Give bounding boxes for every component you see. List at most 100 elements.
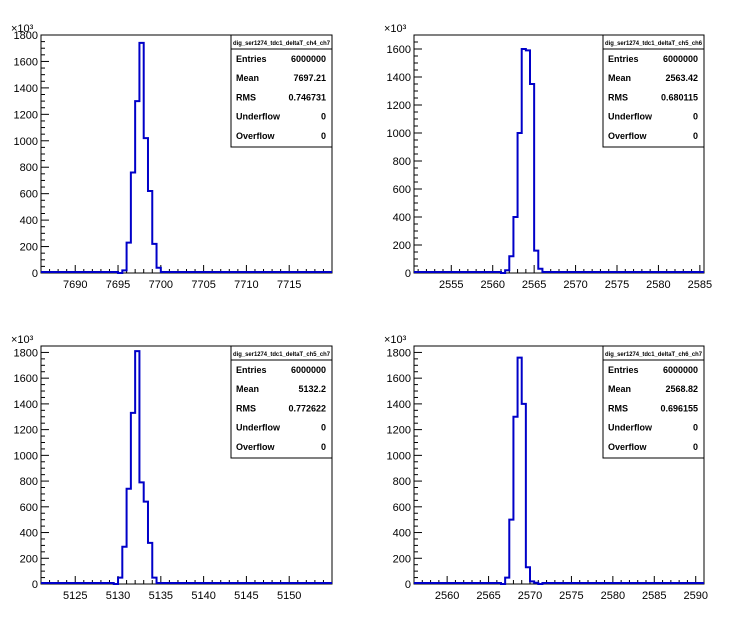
y-tick-label: 200 bbox=[393, 553, 411, 565]
stats-box-title: dig_ser1274_tdc1_deltaT_ch5_ch7 bbox=[233, 351, 330, 358]
x-tick-label: 2580 bbox=[601, 590, 625, 602]
x-tick-label: 2575 bbox=[559, 590, 583, 602]
y-tick-label: 1600 bbox=[14, 373, 38, 385]
stats-row-label: Mean bbox=[236, 73, 259, 83]
stats-box-frame bbox=[602, 345, 705, 459]
stats-row-label: Underflow bbox=[608, 423, 653, 433]
y-tick-label: 1000 bbox=[387, 128, 411, 140]
y-tick-label: 1000 bbox=[387, 450, 411, 462]
y-tick-label: 800 bbox=[20, 162, 38, 174]
stats-row-label: Underflow bbox=[236, 112, 281, 122]
x-tick-label: 7700 bbox=[149, 279, 173, 291]
histogram-bins bbox=[122, 43, 161, 273]
x-tick-label: 2575 bbox=[605, 279, 629, 291]
y-tick-label: 1800 bbox=[14, 30, 38, 42]
stats-row-value: 6000000 bbox=[291, 365, 326, 375]
y-multiplier-label: ×10³ bbox=[384, 23, 407, 35]
stats-row-label: RMS bbox=[236, 403, 256, 413]
y-tick-label: 0 bbox=[405, 268, 411, 280]
stats-row-label: Overflow bbox=[608, 131, 648, 141]
x-tick-label: 2565 bbox=[522, 279, 546, 291]
y-axis: 0 200 400 600 800 1000 1200 1400 1600 1800 bbox=[387, 345, 422, 591]
stats-row-label: Mean bbox=[236, 384, 259, 394]
stats-row-value: 0 bbox=[321, 423, 326, 433]
stats-row-value: 6000000 bbox=[663, 365, 698, 375]
y-tick-label: 1200 bbox=[14, 109, 38, 121]
stats-row-value: 0.772622 bbox=[288, 403, 326, 413]
stats-row-label: RMS bbox=[608, 403, 628, 413]
y-axis: 0 200 400 600 800 1000 1200 1400 1600 1800 bbox=[14, 30, 49, 280]
x-tick-label: 5130 bbox=[106, 590, 130, 602]
y-tick-label: 200 bbox=[20, 242, 38, 254]
y-tick-label: 1800 bbox=[387, 347, 411, 359]
x-tick-label: 2565 bbox=[476, 590, 500, 602]
stats-row-value: 0 bbox=[693, 131, 698, 141]
y-tick-label: 1600 bbox=[387, 44, 411, 56]
stats-box: dig_ser1274_tdc1_deltaT_ch6_ch7 Entries 60… bbox=[602, 345, 705, 459]
y-tick-label: 1200 bbox=[387, 425, 411, 437]
y-axis: 0 200 400 600 800 1000 1200 1400 1600 1800 bbox=[14, 345, 49, 591]
stats-row-label: Underflow bbox=[608, 112, 653, 122]
stats-row-label: Entries bbox=[236, 365, 267, 375]
stats-box: dig_ser1274_tdc1_deltaT_ch5_ch6 Entries 60… bbox=[602, 34, 705, 148]
y-multiplier-label: ×10³ bbox=[11, 334, 34, 346]
x-tick-label: 7705 bbox=[191, 279, 215, 291]
stats-box: dig_ser1274_tdc1_deltaT_ch4_ch7 Entries 60… bbox=[230, 34, 333, 148]
stats-row-value: 0 bbox=[321, 442, 326, 452]
stats-box-frame bbox=[230, 345, 333, 459]
x-tick-label: 2570 bbox=[563, 279, 587, 291]
y-tick-label: 800 bbox=[393, 156, 411, 168]
y-tick-label: 1800 bbox=[14, 347, 38, 359]
x-tick-label: 5125 bbox=[63, 590, 87, 602]
x-tick-label: 2580 bbox=[646, 279, 670, 291]
histogram-line bbox=[414, 356, 704, 585]
y-tick-label: 1400 bbox=[14, 399, 38, 411]
stats-row-label: Overflow bbox=[236, 442, 276, 452]
stats-row-value: 0 bbox=[693, 442, 698, 452]
y-multiplier-label: ×10³ bbox=[11, 23, 34, 35]
stats-row-value: 2563.42 bbox=[665, 73, 698, 83]
y-tick-label: 1400 bbox=[387, 72, 411, 84]
stats-row-value: 0.680115 bbox=[661, 92, 698, 102]
stats-box-title: dig_ser1274_tdc1_deltaT_ch4_ch7 bbox=[233, 40, 330, 47]
y-tick-label: 400 bbox=[393, 528, 411, 540]
stats-box: dig_ser1274_tdc1_deltaT_ch5_ch7 Entries 60… bbox=[230, 345, 333, 459]
y-tick-label: 1400 bbox=[14, 83, 38, 95]
y-tick-label: 200 bbox=[20, 553, 38, 565]
x-tick-label: 7715 bbox=[277, 279, 301, 291]
y-tick-label: 800 bbox=[20, 476, 38, 488]
y-tick-label: 1400 bbox=[387, 399, 411, 411]
y-tick-label: 1600 bbox=[14, 56, 38, 68]
x-tick-label: 7710 bbox=[234, 279, 258, 291]
x-tick-label: 2585 bbox=[688, 279, 712, 291]
histogram-bins bbox=[118, 351, 157, 584]
stats-row-value: 2568.82 bbox=[665, 384, 698, 394]
stats-box-title: dig_ser1274_tdc1_deltaT_ch5_ch6 bbox=[605, 40, 702, 47]
histogram-panel: 0 200 400 600 800 1000 1200 1400 1600 1800×10³ 256… bbox=[384, 334, 708, 602]
y-tick-label: 0 bbox=[405, 579, 411, 591]
histogram-bins bbox=[505, 49, 542, 273]
y-tick-label: 0 bbox=[32, 268, 38, 280]
x-tick-label: 2555 bbox=[439, 279, 463, 291]
y-tick-label: 200 bbox=[393, 240, 411, 252]
histogram-panel: 0 200 400 600 800 1000 1200 1400 1600 ×10³ 2555 256… bbox=[384, 23, 712, 291]
x-axis: 7690 7695 7700 7705 7710 7715 bbox=[40, 265, 324, 291]
stats-row-value: 0.696155 bbox=[660, 403, 698, 413]
stats-row-value: 7697.21 bbox=[293, 73, 326, 83]
x-tick-label: 5140 bbox=[191, 590, 215, 602]
x-tick-label: 5145 bbox=[234, 590, 258, 602]
stats-row-value: 0 bbox=[321, 112, 326, 122]
stats-row-label: Overflow bbox=[236, 131, 276, 141]
stats-box-frame bbox=[230, 34, 333, 148]
histogram-line bbox=[41, 350, 332, 585]
stats-box-title: dig_ser1274_tdc1_deltaT_ch6_ch7 bbox=[605, 351, 702, 358]
x-tick-label: 7690 bbox=[63, 279, 87, 291]
stats-row-label: Underflow bbox=[236, 423, 281, 433]
histogram-panel: 0 200 400 600 800 1000 1200 1400 1600 1800×10³ 512… bbox=[11, 334, 333, 602]
x-tick-label: 2590 bbox=[683, 590, 707, 602]
y-tick-label: 1200 bbox=[387, 100, 411, 112]
stats-row-label: Mean bbox=[608, 384, 631, 394]
stats-row-value: 0.746731 bbox=[288, 92, 326, 102]
y-tick-label: 400 bbox=[393, 212, 411, 224]
